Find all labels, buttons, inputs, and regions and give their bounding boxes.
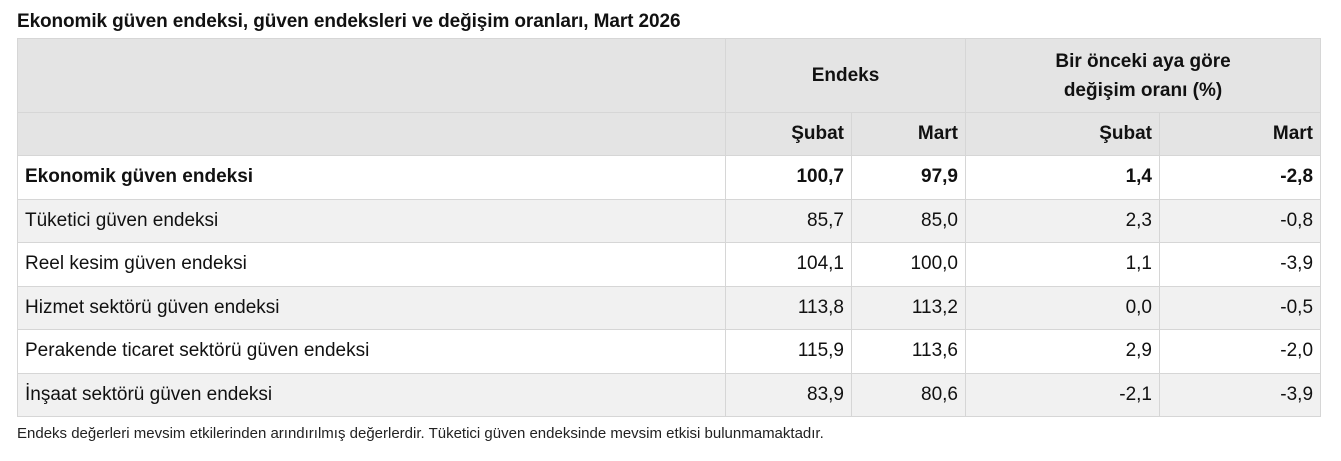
row-label: Ekonomik güven endeksi (17, 155, 726, 200)
cell-index-feb: 83,9 (725, 372, 852, 417)
sub-header-row: Şubat Mart Şubat Mart (17, 112, 1322, 156)
cell-change-mar: -0,5 (1158, 285, 1322, 330)
cell-index-mar: 80,6 (851, 372, 966, 417)
cell-index-feb: 104,1 (725, 242, 852, 287)
row-label: Reel kesim güven endeksi (17, 242, 726, 287)
cell-change-mar: -3,9 (1158, 242, 1322, 287)
table-row-retail-confidence: Perakende ticaret sektörü güven endeksi … (17, 329, 1322, 374)
cell-change-feb: 1,1 (965, 242, 1160, 287)
cell-index-mar: 113,2 (851, 285, 966, 330)
cell-change-feb: -2,1 (965, 372, 1160, 417)
confidence-index-table: Endeks Bir önceki aya göre değişim oranı… (17, 38, 1322, 417)
cell-change-feb: 1,4 (965, 155, 1160, 200)
header-label-empty (17, 38, 726, 113)
cell-index-feb: 115,9 (725, 329, 852, 374)
table-row-consumer-confidence: Tüketici güven endeksi 85,7 85,0 2,3 -0,… (17, 198, 1322, 243)
cell-change-feb: 2,3 (965, 198, 1160, 243)
group-header-row: Endeks Bir önceki aya göre değişim oranı… (17, 38, 1322, 113)
cell-index-mar: 97,9 (851, 155, 966, 200)
subheader-index-mar: Mart (851, 112, 966, 156)
table-row-real-sector-confidence: Reel kesim güven endeksi 104,1 100,0 1,1… (17, 242, 1322, 287)
cell-change-mar: -2,8 (1158, 155, 1322, 200)
row-label: Perakende ticaret sektörü güven endeksi (17, 329, 726, 374)
row-label: Tüketici güven endeksi (17, 198, 726, 243)
cell-index-mar: 100,0 (851, 242, 966, 287)
subheader-label-empty (17, 112, 726, 156)
cell-index-feb: 85,7 (725, 198, 852, 243)
table-title: Ekonomik güven endeksi, güven endeksleri… (17, 11, 681, 32)
cell-index-mar: 113,6 (851, 329, 966, 374)
subheader-change-feb: Şubat (965, 112, 1160, 156)
header-change-group: Bir önceki aya göre değişim oranı (%) (964, 38, 1322, 113)
table-row-economic-confidence: Ekonomik güven endeksi 100,7 97,9 1,4 -2… (17, 155, 1322, 200)
cell-change-mar: -0,8 (1158, 198, 1322, 243)
subheader-change-mar: Mart (1158, 112, 1322, 156)
cell-change-feb: 0,0 (965, 285, 1160, 330)
row-label: İnşaat sektörü güven endeksi (17, 372, 726, 417)
table-row-services-confidence: Hizmet sektörü güven endeksi 113,8 113,2… (17, 285, 1322, 330)
cell-change-feb: 2,9 (965, 329, 1160, 374)
header-index-group: Endeks (725, 38, 966, 113)
cell-change-mar: -2,0 (1158, 329, 1322, 374)
footnote: Endeks değerleri mevsim etkilerinden arı… (17, 425, 824, 442)
cell-change-mar: -3,9 (1158, 372, 1322, 417)
header-change-line1: Bir önceki aya göre (1055, 50, 1231, 72)
cell-index-mar: 85,0 (851, 198, 966, 243)
cell-index-feb: 113,8 (725, 285, 852, 330)
subheader-index-feb: Şubat (725, 112, 852, 156)
cell-index-feb: 100,7 (725, 155, 852, 200)
table-row-construction-confidence: İnşaat sektörü güven endeksi 83,9 80,6 -… (17, 372, 1322, 417)
header-change-line2: değişim oranı (%) (1063, 79, 1223, 101)
row-label: Hizmet sektörü güven endeksi (17, 285, 726, 330)
